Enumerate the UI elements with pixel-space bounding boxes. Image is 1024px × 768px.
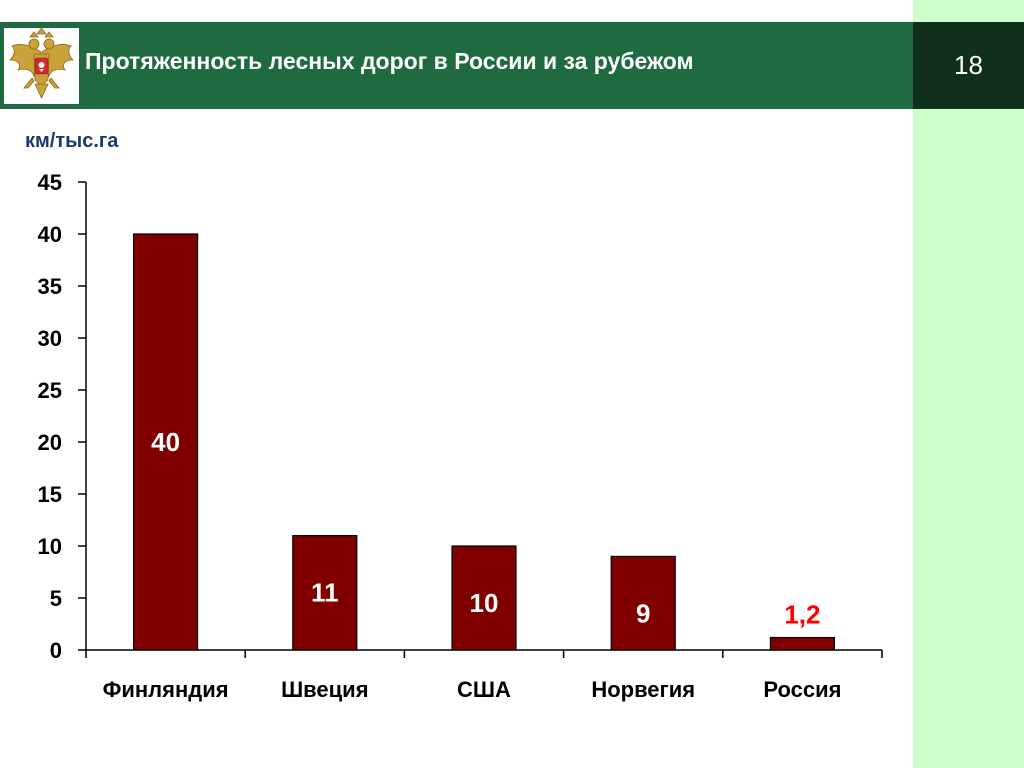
- y-tick-label: 20: [38, 430, 62, 455]
- bar-США: [451, 545, 517, 651]
- y-tick-label: 35: [38, 274, 62, 299]
- header-bar: [0, 22, 913, 109]
- page-title: Протяженность лесных дорог в России и за…: [85, 48, 694, 74]
- data-label: 40: [151, 427, 180, 457]
- y-tick-label: 15: [38, 482, 62, 507]
- y-axis-unit-label: км/тыс.га: [25, 130, 119, 152]
- coat-of-arms-icon: [4, 28, 79, 104]
- data-label: 10: [470, 588, 499, 618]
- y-tick-label: 5: [50, 586, 62, 611]
- data-label: 9: [636, 598, 650, 628]
- y-tick-label: 0: [50, 638, 62, 663]
- bar-chart: 0 5 10 15 20 25 30 35 40 45 40 Финляндия 11 Швеция 10 С…: [38, 170, 883, 702]
- x-category-label: Норвегия: [591, 677, 695, 702]
- slide-number-box: [913, 22, 1024, 109]
- x-category-label: Финляндия: [103, 677, 229, 702]
- data-label: 11: [311, 578, 339, 608]
- bar-Финляндия: [133, 233, 199, 651]
- x-category-label: Швеция: [281, 677, 368, 702]
- y-tick-label: 25: [38, 378, 62, 403]
- y-tick-label: 10: [38, 534, 62, 559]
- data-label: 1,2: [784, 600, 820, 630]
- x-category-label: Россия: [763, 677, 841, 702]
- bar-Россия: [769, 636, 836, 651]
- x-category-label: США: [457, 677, 511, 702]
- y-tick-label: 30: [38, 326, 62, 351]
- bar-Швеция: [292, 534, 358, 651]
- slide-number: 18: [954, 50, 983, 80]
- y-tick-label: 45: [38, 170, 62, 195]
- bar-Норвегия: [610, 555, 676, 651]
- y-tick-label: 40: [38, 222, 62, 247]
- side-strip: [913, 0, 1024, 768]
